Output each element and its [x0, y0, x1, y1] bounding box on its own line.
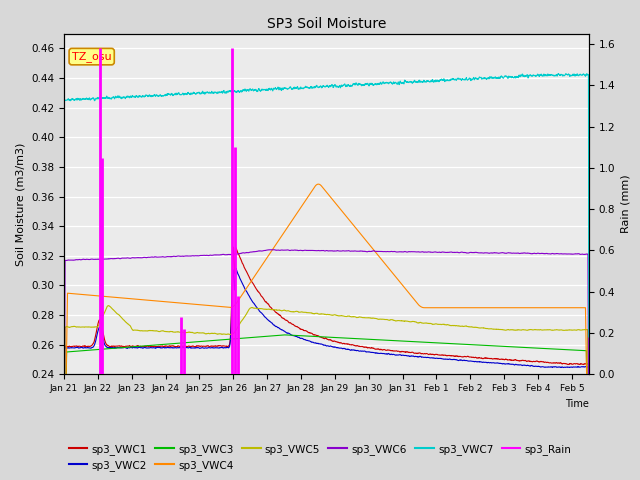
Y-axis label: Soil Moisture (m3/m3): Soil Moisture (m3/m3): [15, 142, 26, 266]
Y-axis label: Rain (mm): Rain (mm): [621, 175, 630, 233]
Title: SP3 Soil Moisture: SP3 Soil Moisture: [267, 17, 386, 31]
X-axis label: Time: Time: [565, 399, 589, 408]
Legend: sp3_VWC1, sp3_VWC2, sp3_VWC3, sp3_VWC4, sp3_VWC5, sp3_VWC6, sp3_VWC7, sp3_Rain: sp3_VWC1, sp3_VWC2, sp3_VWC3, sp3_VWC4, …: [65, 439, 575, 475]
Text: TZ_osu: TZ_osu: [72, 51, 111, 62]
